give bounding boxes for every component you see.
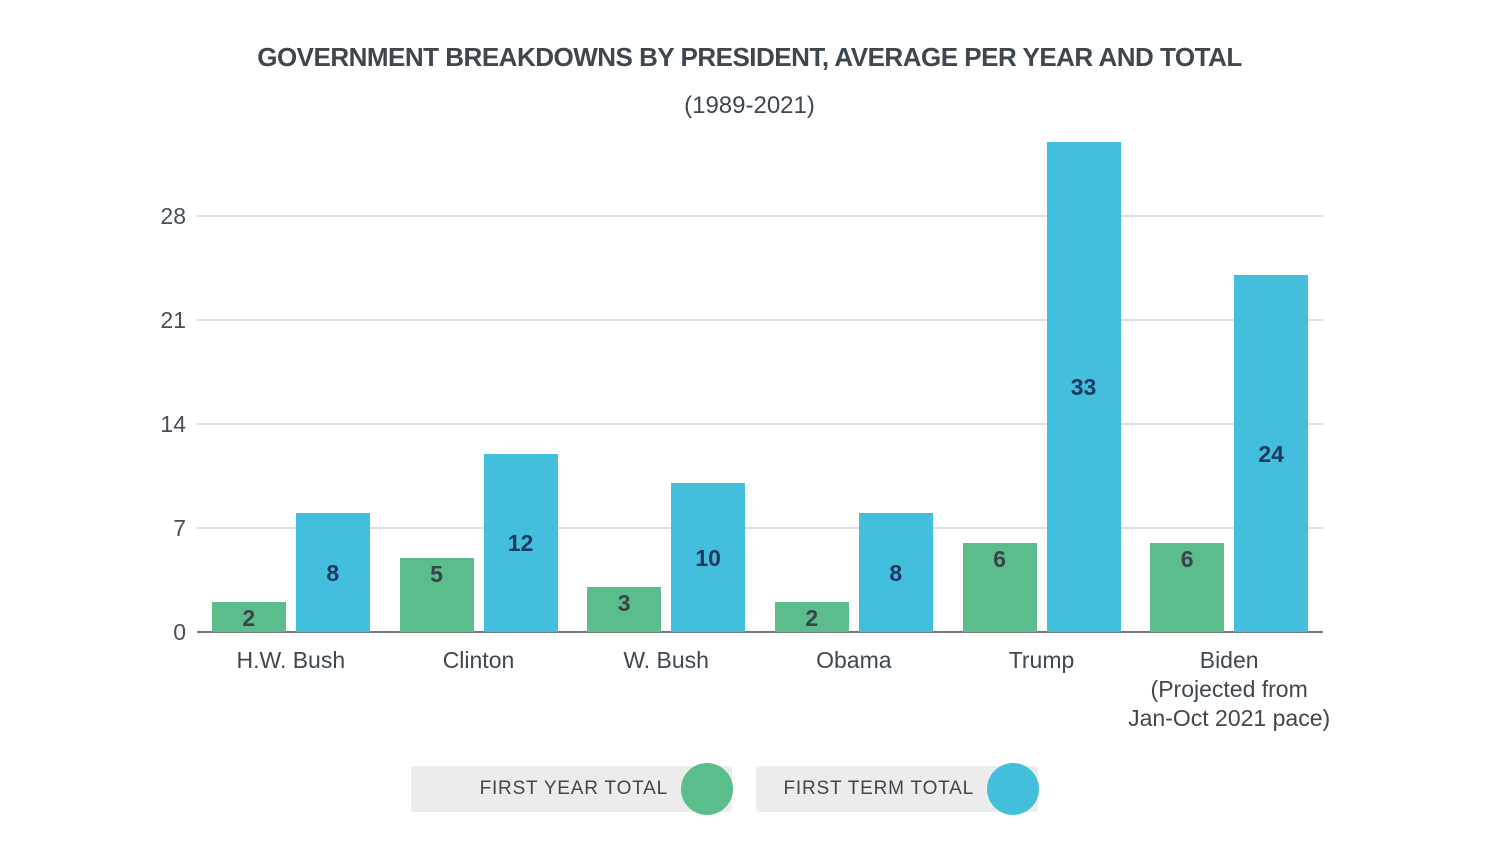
bar-first-term-total-clinton [483,453,558,632]
legend-item-first-term-total: FIRST TERM TOTAL [756,763,1039,815]
gridline [197,527,1323,529]
gridline [197,215,1323,217]
bar-first-term-total-h-w-bush [295,513,370,632]
x-category-label-obama: Obama [816,647,892,673]
x-category-label-clinton: Clinton [442,647,515,673]
chart-subtitle: (1989-2021) [684,92,815,119]
x-category-label-w-bush: W. Bush [623,647,709,673]
x-axis-line [197,631,1323,633]
bar-label-first-term-total-h-w-bush: 8 [326,559,340,586]
legend-item-first-year-total: FIRST YEAR TOTAL [411,763,733,815]
bar-label-first-term-total-obama: 8 [889,559,903,586]
legend-swatch-first-year-circle-icon [681,763,733,815]
bar-first-year-total-trump [962,542,1037,632]
x-category-label-biden-line-2: (Projected from [1150,676,1308,702]
y-tick-label: 21 [160,307,186,333]
gridline [197,319,1323,321]
bar-first-term-total-trump [1046,141,1121,632]
x-category-label-trump: Trump [1008,647,1075,673]
bar-first-term-total-w-bush [671,483,746,632]
bar-first-year-total-clinton [399,557,474,632]
bar-label-first-term-total-clinton: 12 [507,529,534,556]
gridline [197,423,1323,425]
bar-label-first-year-total-trump: 6 [993,545,1006,572]
y-tick-label: 7 [173,515,186,541]
legend-label-first-term-total: FIRST TERM TOTAL [783,778,974,799]
bar-label-first-year-total-obama: 2 [805,605,819,632]
y-tick-label: 14 [160,411,186,437]
y-tick-label: 28 [160,203,186,229]
bar-label-first-year-total-clinton: 5 [430,560,443,587]
bar-label-first-term-total-biden: 24 [1258,440,1284,467]
chart-title: GOVERNMENT BREAKDOWNS BY PRESIDENT, AVER… [257,42,1242,72]
bar-label-first-term-total-trump: 33 [1070,373,1097,400]
bar-label-first-year-total-w-bush: 3 [617,590,631,617]
legend-swatch-first-term-circle-icon [987,763,1039,815]
bar-first-year-total-obama [774,602,849,632]
y-tick-label: 0 [173,619,186,645]
bar-first-year-total-w-bush [587,587,662,632]
x-category-label-biden-line-3: Jan-Oct 2021 pace) [1128,705,1331,731]
bar-first-term-total-biden [1234,275,1309,632]
bar-label-first-term-total-w-bush: 10 [695,544,721,571]
bar-label-first-year-total-biden: 6 [1180,545,1194,572]
bar-first-year-total-h-w-bush [211,602,286,632]
legend: FIRST YEAR TOTAL FIRST TERM TOTAL [411,763,1039,815]
x-category-label-h-w-bush: H.W. Bush [236,647,346,673]
x-category-label-biden-line-1: Biden [1199,647,1259,673]
legend-label-first-year-total: FIRST YEAR TOTAL [479,778,668,799]
bar-first-year-total-biden [1150,542,1225,632]
bar-first-term-total-obama [858,513,933,632]
bar-label-first-year-total-h-w-bush: 2 [242,605,256,632]
